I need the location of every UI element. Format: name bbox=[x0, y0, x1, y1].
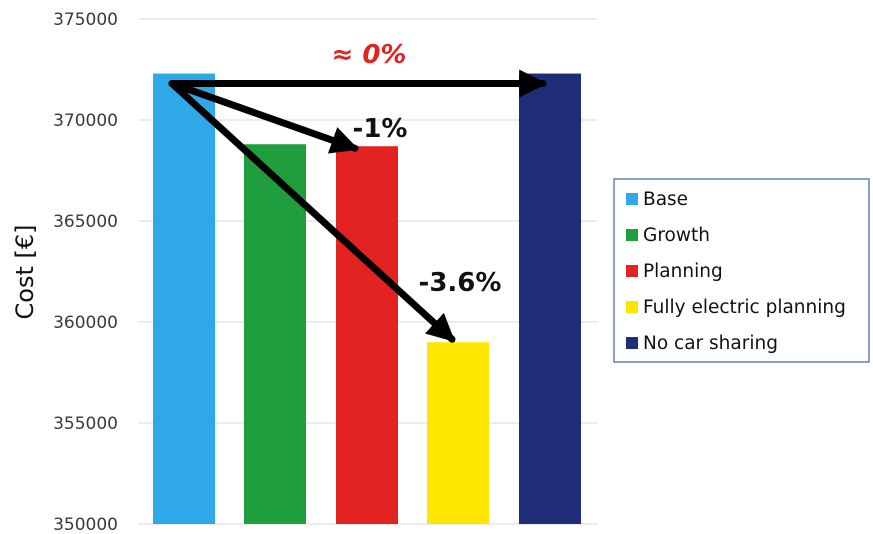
y-tick-label: 350000 bbox=[53, 515, 118, 534]
arrow-to-planning bbox=[168, 80, 359, 154]
y-tick-labels: 350000 355000 360000 365000 370000 375000 bbox=[53, 10, 118, 534]
y-tick-label: 355000 bbox=[53, 414, 118, 434]
legend-swatch bbox=[626, 301, 638, 313]
legend-box bbox=[613, 178, 870, 363]
arrow-to-fully-electric-planning bbox=[168, 80, 456, 343]
legend-entry: No car sharing bbox=[643, 333, 778, 354]
y-tick-label: 360000 bbox=[53, 313, 118, 333]
legend-swatch bbox=[626, 193, 638, 205]
legend-swatch bbox=[626, 265, 638, 277]
annotation-label: -1% bbox=[353, 114, 408, 144]
y-tick-label: 365000 bbox=[53, 212, 118, 232]
legend-swatch bbox=[626, 337, 638, 349]
legend-entry: Fully electric planning bbox=[643, 297, 846, 318]
legend: Base Growth Planning Fully electric plannin… bbox=[613, 178, 870, 363]
legend-entry: Base bbox=[643, 189, 688, 210]
bar-planning bbox=[336, 146, 398, 524]
annotation-labels: ≈ 0% -1% -3.6% bbox=[332, 40, 502, 298]
bar-growth bbox=[244, 144, 306, 525]
bars bbox=[153, 73, 581, 525]
legend-swatch bbox=[626, 229, 638, 241]
legend-entry: Planning bbox=[643, 261, 723, 282]
annotation-label: -3.6% bbox=[419, 268, 502, 298]
bar-base bbox=[153, 73, 215, 524]
legend-entry: Growth bbox=[643, 225, 710, 246]
bar-fully-electric-planning bbox=[427, 342, 489, 524]
y-tick-label: 370000 bbox=[53, 111, 118, 131]
y-tick-label: 375000 bbox=[53, 10, 118, 30]
y-axis-title: Cost [€] bbox=[11, 225, 39, 320]
annotation-arrows bbox=[168, 69, 548, 343]
bar-no-car-sharing bbox=[519, 73, 581, 524]
annotation-label: ≈ 0% bbox=[332, 40, 407, 70]
